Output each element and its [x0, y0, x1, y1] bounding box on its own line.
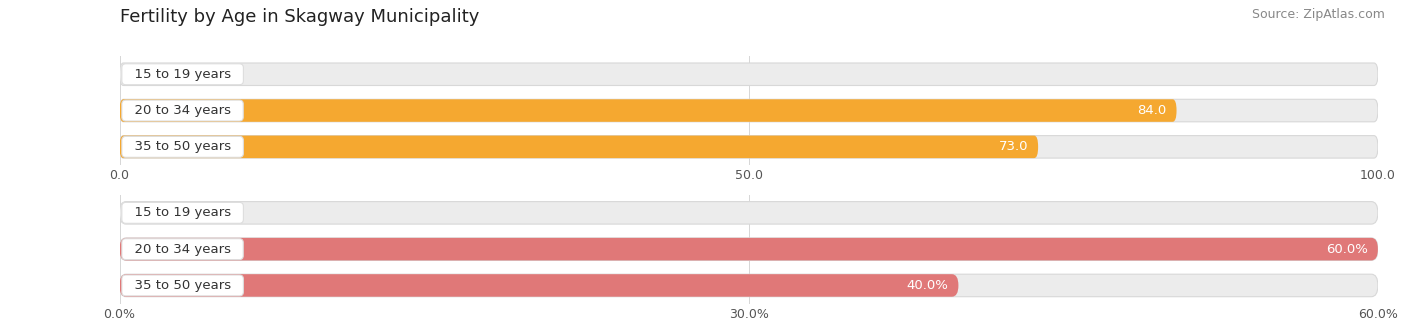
Text: 84.0: 84.0 — [1137, 104, 1167, 117]
FancyBboxPatch shape — [120, 202, 1378, 224]
Text: 20 to 34 years: 20 to 34 years — [125, 104, 239, 117]
FancyBboxPatch shape — [120, 136, 1378, 158]
Text: Source: ZipAtlas.com: Source: ZipAtlas.com — [1251, 8, 1385, 21]
FancyBboxPatch shape — [120, 99, 1378, 122]
Text: 35 to 50 years: 35 to 50 years — [125, 279, 239, 292]
Text: 0.0: 0.0 — [138, 68, 159, 81]
FancyBboxPatch shape — [120, 63, 1378, 85]
Text: 0.0%: 0.0% — [138, 206, 172, 219]
Text: Fertility by Age in Skagway Municipality: Fertility by Age in Skagway Municipality — [120, 8, 479, 26]
Text: 20 to 34 years: 20 to 34 years — [125, 243, 239, 256]
FancyBboxPatch shape — [120, 99, 1177, 122]
FancyBboxPatch shape — [120, 136, 1038, 158]
FancyBboxPatch shape — [120, 238, 1378, 260]
Text: 40.0%: 40.0% — [907, 279, 949, 292]
Text: 35 to 50 years: 35 to 50 years — [125, 140, 239, 153]
FancyBboxPatch shape — [120, 274, 1378, 297]
Text: 15 to 19 years: 15 to 19 years — [125, 206, 239, 219]
Text: 60.0%: 60.0% — [1326, 243, 1368, 256]
FancyBboxPatch shape — [120, 274, 959, 297]
Text: 73.0: 73.0 — [998, 140, 1028, 153]
Text: 15 to 19 years: 15 to 19 years — [125, 68, 239, 81]
FancyBboxPatch shape — [120, 238, 1378, 260]
